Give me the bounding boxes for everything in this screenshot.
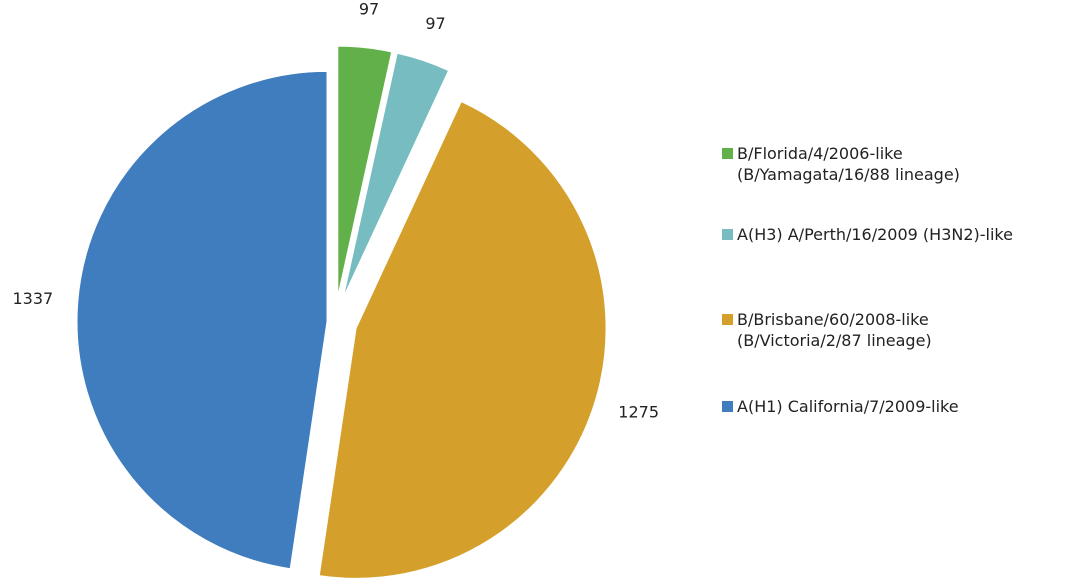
chart: 97 97 1275 1337 xyxy=(12,0,659,579)
legend-swatch xyxy=(722,401,733,412)
pie-slice xyxy=(342,52,450,298)
legend-item: A(H3) A/Perth/16/2009 (H3N2)-like xyxy=(722,224,1013,245)
legend-swatch xyxy=(722,229,733,240)
legend-item: B/Florida/4/2006-like (B/Yamagata/16/88 … xyxy=(722,143,960,185)
data-label: 97 xyxy=(359,0,379,18)
data-label: 1337 xyxy=(12,289,53,308)
legend-item: B/Brisbane/60/2008-like (B/Victoria/2/87… xyxy=(722,309,932,351)
pie-slice xyxy=(76,70,328,570)
data-label: 1275 xyxy=(618,402,659,421)
data-label: 97 xyxy=(425,14,445,33)
legend-label: B/Florida/4/2006-like (B/Yamagata/16/88 … xyxy=(737,144,960,184)
pie-slice xyxy=(318,100,607,579)
legend-label: A(H1) California/7/2009-like xyxy=(737,397,959,416)
legend-label: A(H3) A/Perth/16/2009 (H3N2)-like xyxy=(737,225,1013,244)
legend-swatch xyxy=(722,148,733,159)
pie-slice xyxy=(337,45,393,297)
legend-item: A(H1) California/7/2009-like xyxy=(722,396,959,417)
legend-swatch xyxy=(722,314,733,325)
legend-label: B/Brisbane/60/2008-like (B/Victoria/2/87… xyxy=(737,310,932,350)
